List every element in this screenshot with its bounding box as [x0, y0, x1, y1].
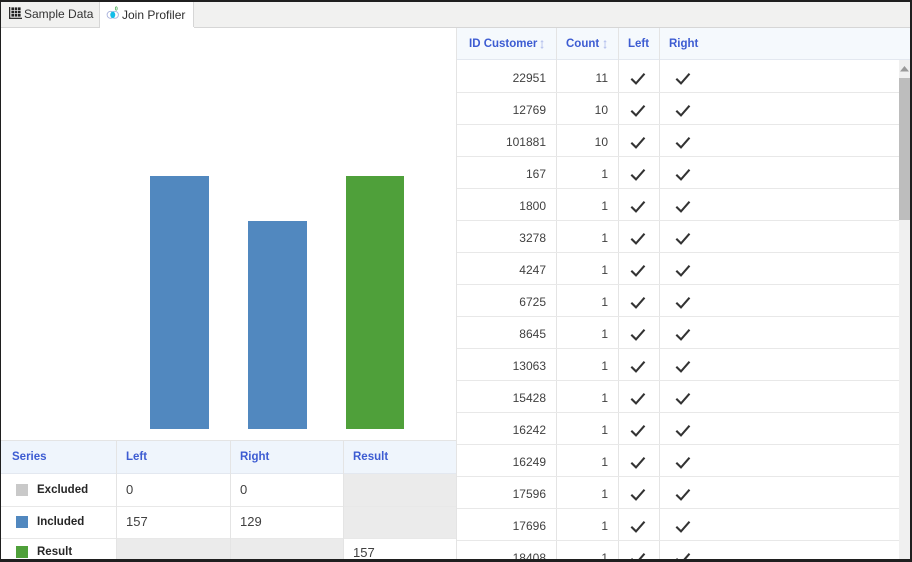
svg-text:0: 0 [115, 7, 118, 13]
